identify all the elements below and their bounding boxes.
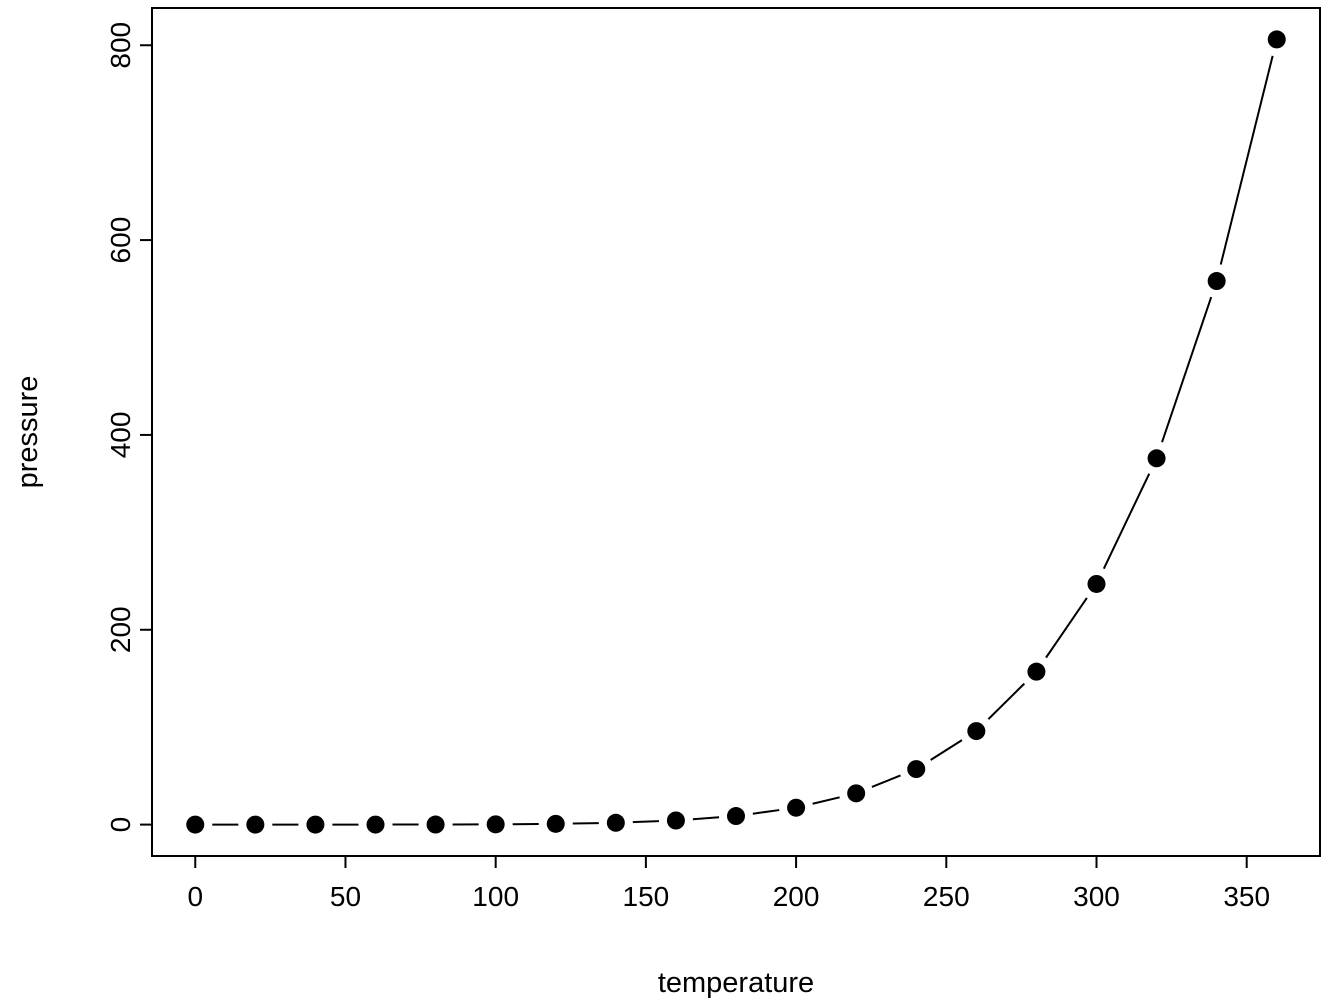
data-series-points (186, 30, 1286, 834)
x-tick-label: 100 (472, 881, 519, 912)
data-point (727, 807, 745, 826)
x-tick-label: 250 (923, 881, 970, 912)
data-point (366, 815, 385, 834)
line-segment (1219, 55, 1274, 265)
data-point (847, 784, 866, 803)
data-point (907, 760, 926, 779)
data-point (1087, 574, 1106, 593)
data-point (606, 813, 625, 832)
line-segment (987, 682, 1026, 720)
y-tick-label: 600 (105, 217, 136, 264)
y-axis-title: pressure (12, 375, 44, 489)
data-point (306, 815, 325, 834)
data-point (1147, 449, 1166, 468)
plot-box (151, 7, 1321, 857)
data-point (1027, 662, 1046, 681)
data-point (246, 815, 265, 834)
x-tick-label: 200 (773, 881, 820, 912)
line-segment (930, 739, 963, 761)
data-point (787, 798, 806, 817)
line-segment (692, 816, 720, 821)
x-tick-label: 300 (1073, 881, 1120, 912)
data-point (186, 815, 205, 834)
line-segment (871, 774, 901, 788)
line-segment (1102, 473, 1151, 570)
y-tick-label: 200 (105, 606, 136, 653)
y-tick-label: 800 (105, 22, 136, 69)
x-tick-label: 50 (330, 881, 361, 912)
line-segment (752, 809, 780, 815)
x-axis-title: temperature (657, 967, 815, 999)
data-point (546, 814, 565, 833)
x-tick-label: 350 (1223, 881, 1270, 912)
y-tick-label: 0 (105, 817, 136, 833)
data-point (1207, 272, 1226, 291)
data-point (486, 815, 505, 834)
line-segment (1045, 597, 1088, 659)
line-segment (632, 820, 659, 824)
data-point (967, 722, 986, 741)
x-tick-label: 150 (623, 881, 670, 912)
x-axis: 0 50 100 150 200 250 300 350 (187, 856, 1270, 912)
data-point (666, 811, 685, 830)
y-axis: 0 200 400 600 800 (105, 22, 152, 832)
y-tick-label: 400 (105, 412, 136, 459)
data-point (1267, 30, 1286, 49)
line-segment (1161, 296, 1213, 443)
data-point (426, 815, 445, 834)
data-series-line (212, 55, 1274, 826)
line-segment (812, 796, 840, 805)
x-tick-label: 0 (187, 881, 203, 912)
